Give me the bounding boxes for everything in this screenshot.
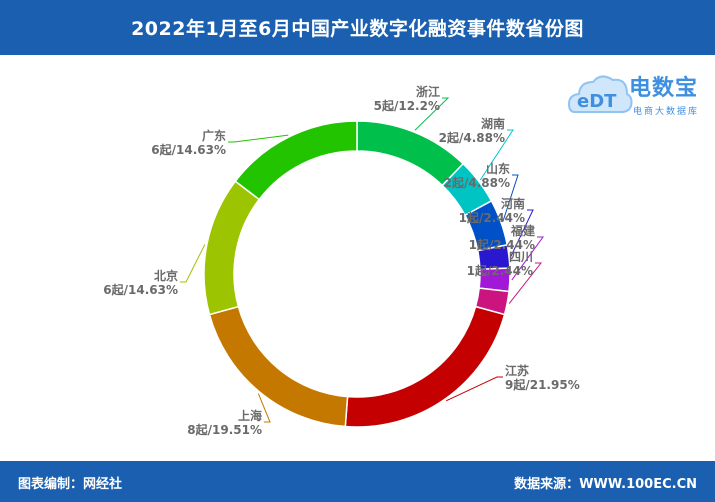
slice-label-河南: 河南 [500, 196, 525, 211]
slice-value-label-上海: 8起/19.51% [187, 422, 262, 437]
donut-chart: 浙江5起/12.2%湖南2起/4.88%山东2起/4.88%河南1起/2.44%… [103, 84, 580, 437]
leader-line-浙江 [414, 97, 450, 131]
slice-value-label-浙江: 5起/12.2% [374, 98, 440, 113]
slice-label-四川: 四川 [509, 250, 533, 264]
slice-value-label-四川: 1起/2.44% [467, 263, 533, 278]
slice-value-label-河南: 1起/2.44% [459, 210, 525, 225]
slice-label-山东: 山东 [486, 161, 510, 176]
slice-label-广东: 广东 [202, 128, 226, 143]
cloud-logo-icon: eDT [567, 75, 633, 113]
logo: eDT 电数宝 电商大数据库 [565, 62, 713, 132]
footer-bar: 图表编制：网经社 数据来源：WWW.100EC.CN [0, 461, 715, 502]
slice-上海 [208, 305, 349, 428]
leader-line-北京 [180, 244, 206, 283]
logo-subtitle: 电商大数据库 [633, 107, 700, 117]
slice-value-label-北京: 6起/14.63% [103, 282, 178, 297]
chart-title: 2022年1月至6月中国产业数字化融资事件数省份图 [131, 18, 584, 40]
leader-line-山东 [502, 174, 519, 222]
logo-brand: 电数宝 [629, 76, 699, 101]
leader-line-上海 [257, 393, 271, 423]
leader-line-江苏 [445, 376, 503, 402]
slice-江苏 [344, 305, 506, 428]
chart-title-bar: 2022年1月至6月中国产业数字化融资事件数省份图 [0, 0, 715, 55]
leader-line-湖南 [479, 129, 514, 181]
slice-value-label-江苏: 9起/21.95% [505, 377, 580, 392]
leader-line-广东 [228, 134, 289, 143]
slice-value-label-湖南: 2起/4.88% [439, 130, 505, 145]
logo-mark: eDT [577, 91, 617, 112]
slice-北京 [203, 180, 261, 316]
slice-label-北京: 北京 [154, 268, 178, 283]
slice-label-浙江: 浙江 [416, 84, 440, 99]
slice-value-label-广东: 6起/14.63% [151, 142, 226, 157]
leader-line-四川 [508, 262, 543, 304]
slice-label-湖南: 湖南 [481, 116, 505, 131]
slice-label-上海: 上海 [238, 408, 262, 423]
leader-line-福建 [511, 236, 544, 281]
slice-label-江苏: 江苏 [505, 363, 529, 378]
slice-value-label-福建: 1起/2.44% [469, 237, 535, 252]
leader-line-河南 [510, 209, 534, 257]
slice-value-label-山东: 2起/4.88% [444, 175, 510, 190]
footer-source: 数据来源：WWW.100EC.CN [514, 477, 697, 492]
footer-credit: 图表编制：网经社 [18, 477, 123, 492]
slice-label-福建: 福建 [510, 223, 536, 238]
donut-chart-area: 浙江 5起/12.2% 湖南 2起/4.88% 山东 2起/4.88% 河南 1起/2.44%… [0, 55, 715, 461]
slice-广东 [234, 120, 358, 201]
